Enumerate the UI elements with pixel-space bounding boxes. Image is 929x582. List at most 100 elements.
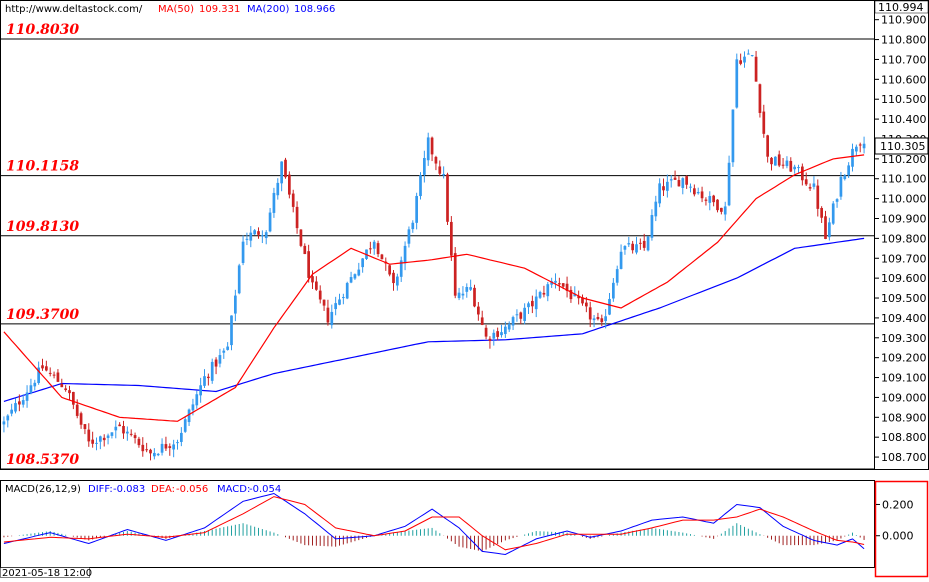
ma200-line xyxy=(3,237,865,402)
candle-body xyxy=(488,338,492,341)
candle-body xyxy=(357,269,361,276)
level-label-0: 110.8030 xyxy=(6,22,79,38)
candle-body xyxy=(407,229,411,244)
candle-body xyxy=(781,164,785,166)
macd-diff-value: -0.083 xyxy=(113,484,145,495)
candle-body xyxy=(851,148,854,167)
candle-body xyxy=(102,437,106,441)
candle-body xyxy=(91,439,94,444)
candle-body xyxy=(835,199,839,202)
candle-body xyxy=(172,444,175,450)
candle-body xyxy=(550,281,553,285)
price-tick-label-22: 108.700 xyxy=(881,451,927,464)
candle-body xyxy=(311,276,314,283)
candle-body xyxy=(855,146,858,152)
candle-body xyxy=(2,421,6,425)
candle-body xyxy=(380,254,384,260)
level-label-3: 109.3700 xyxy=(6,307,79,323)
level-label-4: 108.5370 xyxy=(6,452,79,468)
ma50-value: 109.331 xyxy=(199,4,240,15)
price-tick-label-9: 110.000 xyxy=(881,193,927,206)
candle-body xyxy=(619,251,623,269)
candle-body xyxy=(477,306,480,315)
candle-body xyxy=(72,391,75,405)
candle-body xyxy=(369,248,372,250)
macd-dea-label: DEA: xyxy=(151,484,175,495)
candle-body xyxy=(662,186,665,191)
macd-tick-label-1: 0.000 xyxy=(882,530,914,543)
price-tick-label-1: 110.800 xyxy=(881,34,927,47)
candle-body xyxy=(361,258,364,268)
candle-body xyxy=(160,443,164,453)
candle-body xyxy=(588,307,592,320)
candle-body xyxy=(133,435,137,439)
candle-body xyxy=(457,292,461,299)
candle-body xyxy=(145,449,148,451)
macd-macd-value: -0.054 xyxy=(249,484,281,495)
candle-body xyxy=(349,277,353,283)
candle-body xyxy=(469,287,472,290)
candle-body xyxy=(164,444,168,449)
macd-dea-value: -0.056 xyxy=(176,484,208,495)
candle-body xyxy=(666,181,669,191)
candle-body xyxy=(824,216,827,239)
macd-dea-line xyxy=(3,496,865,551)
candle-body xyxy=(199,385,202,396)
candle-body xyxy=(203,376,206,386)
candle-body xyxy=(473,287,476,307)
candle-body xyxy=(149,449,152,454)
candle-body xyxy=(334,303,337,310)
candle-body xyxy=(750,55,754,57)
candle-body xyxy=(318,290,322,300)
candle-body xyxy=(654,201,658,217)
candle-body xyxy=(176,442,179,444)
price-tick-label-21: 108.800 xyxy=(881,431,927,444)
price-tick-label-19: 109.000 xyxy=(881,391,927,404)
candle-body xyxy=(847,165,850,176)
candle-body xyxy=(461,293,465,296)
macd-diff-label: DIFF: xyxy=(88,484,113,495)
candle-body xyxy=(465,286,469,292)
candle-body xyxy=(237,265,241,294)
candle-body xyxy=(608,298,611,315)
candle-body xyxy=(68,390,71,394)
candle-body xyxy=(106,435,110,438)
price-tick-label-14: 109.500 xyxy=(881,292,927,305)
ma200-line-group xyxy=(3,237,865,402)
candle-body xyxy=(411,222,415,230)
candle-body xyxy=(492,332,496,339)
candle-body xyxy=(577,295,580,299)
candle-body xyxy=(438,166,442,174)
top-price-box xyxy=(874,0,929,14)
candle-body xyxy=(627,243,631,245)
candle-body xyxy=(426,137,430,161)
price-panel-frame xyxy=(0,0,875,470)
candle-body xyxy=(754,56,758,82)
candle-body xyxy=(712,195,715,203)
macd-axis-frame[interactable] xyxy=(874,480,929,578)
candle-body xyxy=(168,446,172,448)
candle-body xyxy=(600,318,604,323)
candle-body xyxy=(245,238,249,240)
candle-body xyxy=(257,231,260,235)
price-tick-label-17: 109.200 xyxy=(881,352,927,365)
candle-body xyxy=(79,413,83,425)
candle-body xyxy=(187,409,191,423)
ma50-label: MA(50) xyxy=(158,4,194,15)
candle-body xyxy=(446,174,449,222)
candle-body xyxy=(241,241,245,263)
candle-body xyxy=(95,442,98,444)
candle-body xyxy=(25,392,29,401)
price-tick-label-16: 109.300 xyxy=(881,332,927,345)
candle-body xyxy=(808,187,812,189)
macd-diff-line xyxy=(3,492,865,556)
candle-body xyxy=(720,207,723,212)
candle-body xyxy=(376,243,380,255)
time-label: 2021-05-18 12:00 xyxy=(2,568,92,578)
price-tick-label-2: 110.700 xyxy=(881,53,927,66)
source-url[interactable]: http://www.deltastock.com/ xyxy=(5,4,143,15)
price-tick-label-8: 110.100 xyxy=(881,173,927,186)
candle-body xyxy=(727,162,731,206)
candle-body xyxy=(48,372,52,374)
